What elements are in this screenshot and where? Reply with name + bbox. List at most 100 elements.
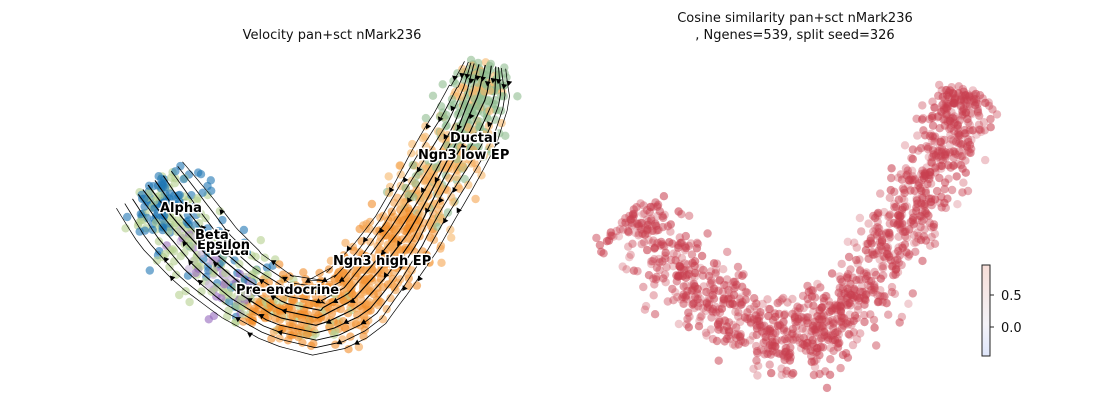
cell-point bbox=[885, 193, 894, 202]
cell-point bbox=[960, 110, 969, 119]
cell-point bbox=[674, 241, 683, 250]
cell-point bbox=[922, 163, 931, 172]
cell-point bbox=[647, 214, 656, 223]
streamline-arrow bbox=[389, 187, 395, 193]
cell-point bbox=[449, 198, 458, 207]
cell-point bbox=[263, 270, 272, 279]
cell-point bbox=[351, 271, 360, 281]
cell-point bbox=[866, 236, 875, 246]
streamline-arrow bbox=[479, 154, 485, 160]
cell-point bbox=[892, 202, 901, 211]
cell-point bbox=[171, 202, 180, 211]
cell-point bbox=[754, 361, 763, 371]
streamline-arrow bbox=[247, 332, 253, 338]
cell-point bbox=[856, 329, 865, 338]
cell-point bbox=[730, 277, 740, 287]
cell-point bbox=[826, 355, 835, 364]
cell-point bbox=[894, 195, 903, 204]
cell-point bbox=[641, 301, 651, 311]
cell-point bbox=[900, 195, 909, 205]
cell-point bbox=[400, 226, 410, 236]
cell-point bbox=[663, 222, 673, 231]
cell-point bbox=[738, 271, 747, 280]
cell-point bbox=[844, 252, 854, 262]
cell-point bbox=[970, 101, 980, 110]
cell-point bbox=[862, 270, 871, 279]
streamline-arrow bbox=[163, 257, 170, 263]
cell-point bbox=[927, 158, 936, 167]
cell-point bbox=[973, 108, 983, 117]
cell-point bbox=[917, 199, 926, 208]
cell-point bbox=[803, 294, 812, 304]
cell-point bbox=[621, 218, 630, 227]
cell-point bbox=[305, 316, 315, 325]
cell-point bbox=[869, 315, 879, 325]
cell-point bbox=[900, 188, 909, 198]
cell-point bbox=[612, 226, 621, 236]
cell-point bbox=[752, 321, 761, 330]
cell-point bbox=[965, 126, 974, 135]
cell-point bbox=[791, 307, 800, 316]
streamline-arrow bbox=[282, 276, 288, 282]
cell-point bbox=[490, 115, 500, 124]
cell-point bbox=[799, 303, 808, 313]
cell-point bbox=[918, 101, 927, 110]
cell-point bbox=[947, 93, 957, 102]
cell-point bbox=[870, 286, 879, 295]
cell-point bbox=[184, 264, 194, 274]
cell-point bbox=[173, 227, 182, 236]
cell-point bbox=[812, 327, 821, 337]
cell-point bbox=[711, 265, 721, 274]
cell-point bbox=[927, 232, 936, 242]
cell-point bbox=[445, 148, 454, 157]
cell-point bbox=[260, 253, 269, 262]
cell-point bbox=[986, 114, 995, 124]
cell-point bbox=[833, 310, 843, 319]
cell-point bbox=[688, 300, 697, 309]
cell-point bbox=[738, 297, 747, 307]
left-panel-title: Velocity pan+sct nMark236 bbox=[242, 28, 422, 43]
cell-point bbox=[690, 272, 699, 282]
cell-point bbox=[658, 222, 667, 232]
cell-point bbox=[950, 112, 959, 121]
cell-point bbox=[668, 284, 677, 294]
cell-point bbox=[365, 298, 374, 307]
cell-point bbox=[731, 307, 740, 317]
cell-point bbox=[344, 345, 353, 354]
streamline-arrow bbox=[456, 207, 462, 214]
cell-point bbox=[421, 141, 430, 151]
cell-point bbox=[898, 184, 908, 193]
cell-point bbox=[930, 137, 939, 146]
cell-point bbox=[713, 320, 723, 329]
cell-point bbox=[958, 188, 967, 197]
cell-point bbox=[978, 94, 987, 103]
cell-point bbox=[741, 338, 750, 347]
cell-point bbox=[175, 290, 184, 300]
cell-point bbox=[599, 249, 608, 258]
cell-point bbox=[609, 232, 618, 241]
cell-point bbox=[655, 207, 665, 216]
cell-point bbox=[958, 145, 968, 154]
cell-point bbox=[339, 268, 348, 278]
cell-point bbox=[899, 185, 909, 195]
cell-point bbox=[694, 322, 704, 331]
cell-point bbox=[729, 277, 738, 286]
cell-point bbox=[751, 311, 760, 320]
cell-point bbox=[720, 295, 729, 305]
streamline-arrow bbox=[315, 298, 322, 304]
cell-point bbox=[981, 155, 990, 165]
streamline-arrow bbox=[338, 276, 345, 282]
cell-point bbox=[702, 331, 711, 340]
cell-point bbox=[746, 318, 755, 327]
cell-point bbox=[412, 281, 422, 290]
cell-point bbox=[959, 104, 968, 114]
cell-point bbox=[634, 229, 644, 238]
cell-point bbox=[654, 225, 663, 235]
cell-point bbox=[891, 270, 900, 279]
cell-point bbox=[873, 290, 882, 300]
cell-point bbox=[777, 370, 786, 380]
cell-point bbox=[256, 281, 265, 290]
cell-point bbox=[447, 233, 456, 242]
cell-point bbox=[165, 189, 175, 198]
cell-point bbox=[163, 197, 173, 206]
